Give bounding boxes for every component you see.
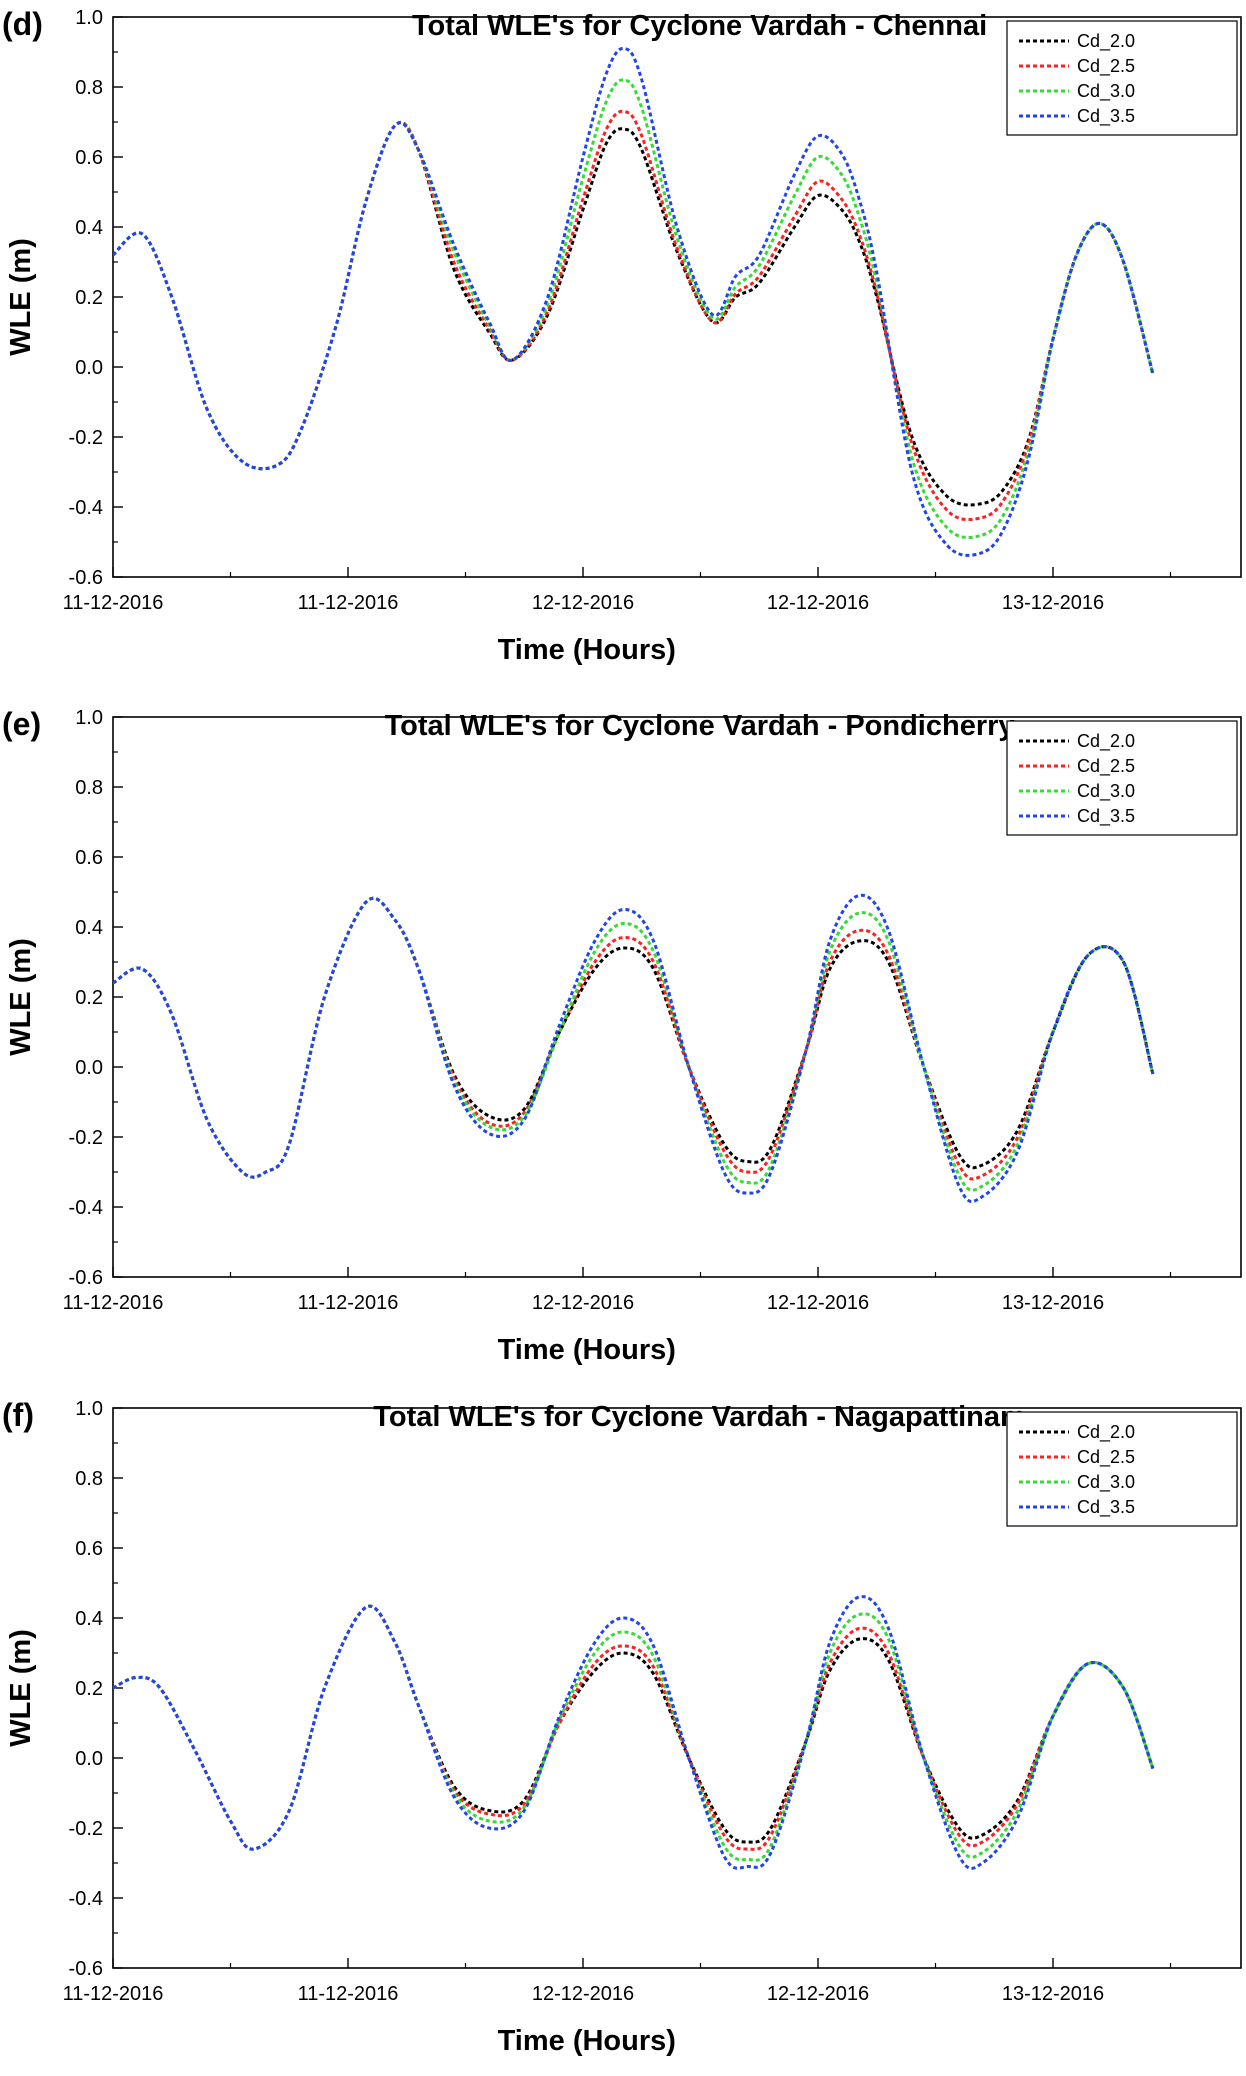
y-tick-label: 0.0 bbox=[75, 1057, 103, 1079]
legend-label: Cd_2.5 bbox=[1077, 756, 1135, 777]
y-tick-label: -0.2 bbox=[69, 1127, 103, 1149]
x-tick-label: 13-12-2016 bbox=[1002, 1292, 1104, 1314]
y-tick-label: -0.6 bbox=[69, 1267, 103, 1289]
series-line-Cd_2.0 bbox=[113, 1604, 1155, 1851]
legend: Cd_2.0 Cd_2.5 Cd_3.0 Cd_3.5 bbox=[1006, 720, 1238, 836]
y-tick-label: 0.8 bbox=[75, 77, 103, 99]
x-tick-label: 11-12-2016 bbox=[298, 592, 399, 614]
chart-title: Total WLE's for Cyclone Vardah - Nagapat… bbox=[373, 1401, 1026, 1433]
y-tick-label: 0.4 bbox=[75, 1608, 103, 1630]
y-tick-label: 0.2 bbox=[75, 1678, 103, 1700]
y-tick-label: 1.0 bbox=[75, 707, 103, 729]
y-tick-label: 1.0 bbox=[75, 7, 103, 29]
y-axis-label: WLE (m) bbox=[5, 938, 37, 1056]
legend-label: Cd_2.5 bbox=[1077, 56, 1135, 77]
legend-label: Cd_3.0 bbox=[1077, 781, 1135, 802]
x-tick-label: 13-12-2016 bbox=[1002, 592, 1104, 614]
y-tick-label: 0.4 bbox=[75, 217, 103, 239]
y-tick-label: 0.8 bbox=[75, 1468, 103, 1490]
legend-label: Cd_3.5 bbox=[1077, 806, 1135, 827]
legend-box bbox=[1006, 20, 1238, 136]
chart-title: Total WLE's for Cyclone Vardah - Pondich… bbox=[385, 710, 1015, 742]
series-line-Cd_3.0 bbox=[113, 1604, 1155, 1862]
legend-label: Cd_2.0 bbox=[1077, 1422, 1135, 1443]
legend: Cd_2.0 Cd_2.5 Cd_3.0 Cd_3.5 bbox=[1006, 1411, 1238, 1527]
y-tick-label: 1.0 bbox=[75, 1398, 103, 1420]
x-tick-label: 12-12-2016 bbox=[767, 1983, 869, 2005]
series-line-Cd_2.5 bbox=[113, 896, 1155, 1181]
legend-box bbox=[1006, 1411, 1238, 1527]
y-tick-label: 0.6 bbox=[75, 1538, 103, 1560]
y-tick-label: -0.4 bbox=[69, 1888, 103, 1910]
series-line-Cd_3.5 bbox=[113, 1595, 1155, 1870]
series-line-Cd_2.5 bbox=[113, 1604, 1155, 1851]
x-tick-label: 13-12-2016 bbox=[1002, 1983, 1104, 2005]
y-tick-label: 0.4 bbox=[75, 917, 103, 939]
y-tick-label: 0.2 bbox=[75, 287, 103, 309]
chart-title: Total WLE's for Cyclone Vardah - Chennai bbox=[412, 10, 987, 42]
x-tick-label: 12-12-2016 bbox=[532, 1292, 634, 1314]
panel-letter: (f) bbox=[2, 1397, 34, 1433]
y-tick-label: 0.2 bbox=[75, 987, 103, 1009]
series-line-Cd_2.5 bbox=[113, 109, 1155, 522]
y-tick-label: -0.4 bbox=[69, 1197, 103, 1219]
y-tick-label: 0.6 bbox=[75, 847, 103, 869]
series-line-Cd_3.0 bbox=[113, 78, 1155, 539]
y-tick-label: 0.0 bbox=[75, 357, 103, 379]
x-axis-label: Time (Hours) bbox=[498, 1334, 676, 1366]
x-tick-label: 11-12-2016 bbox=[63, 592, 164, 614]
legend-label: Cd_2.0 bbox=[1077, 731, 1135, 752]
chart-panel-3: (f) Total WLE's for Cyclone Vardah - Naga… bbox=[2, 1397, 1242, 2057]
x-axis-label: Time (Hours) bbox=[498, 634, 676, 666]
x-tick-label: 11-12-2016 bbox=[298, 1983, 399, 2005]
x-tick-label: 11-12-2016 bbox=[63, 1983, 164, 2005]
panel-letter: (e) bbox=[2, 706, 41, 742]
legend-box bbox=[1006, 720, 1238, 836]
legend-label: Cd_2.5 bbox=[1077, 1447, 1135, 1468]
x-tick-label: 12-12-2016 bbox=[767, 592, 869, 614]
y-tick-label: -0.6 bbox=[69, 567, 103, 589]
x-tick-label: 11-12-2016 bbox=[63, 1292, 164, 1314]
x-axis-label: Time (Hours) bbox=[498, 2025, 676, 2057]
legend: Cd_2.0 Cd_2.5 Cd_3.0 Cd_3.5 bbox=[1006, 20, 1238, 136]
y-tick-label: -0.6 bbox=[69, 1958, 103, 1980]
x-tick-label: 12-12-2016 bbox=[532, 1983, 634, 2005]
panel-letter: (d) bbox=[2, 6, 43, 42]
y-axis-label: WLE (m) bbox=[5, 238, 37, 356]
x-tick-label: 11-12-2016 bbox=[298, 1292, 399, 1314]
series-line-Cd_3.5 bbox=[113, 46, 1155, 557]
y-axis-label: WLE (m) bbox=[5, 1629, 37, 1747]
y-tick-label: 0.0 bbox=[75, 1748, 103, 1770]
legend-label: Cd_3.0 bbox=[1077, 81, 1135, 102]
x-tick-label: 12-12-2016 bbox=[767, 1292, 869, 1314]
y-tick-label: 0.8 bbox=[75, 777, 103, 799]
x-tick-label: 12-12-2016 bbox=[532, 592, 634, 614]
chart-panel-1: (d) Total WLE's for Cyclone Vardah - Chen… bbox=[2, 6, 1242, 666]
y-tick-label: -0.2 bbox=[69, 1818, 103, 1840]
legend-label: Cd_3.5 bbox=[1077, 1497, 1135, 1518]
chart-panel-2: (e) Total WLE's for Cyclone Vardah - Pond… bbox=[2, 706, 1242, 1366]
y-tick-label: -0.4 bbox=[69, 497, 103, 519]
legend-label: Cd_3.0 bbox=[1077, 1472, 1135, 1493]
legend-label: Cd_2.0 bbox=[1077, 31, 1135, 52]
series-line-Cd_2.0 bbox=[113, 120, 1155, 507]
legend-label: Cd_3.5 bbox=[1077, 106, 1135, 127]
y-tick-label: -0.2 bbox=[69, 427, 103, 449]
y-tick-label: 0.6 bbox=[75, 147, 103, 169]
series-line-Cd_3.5 bbox=[113, 893, 1155, 1204]
series-line-Cd_3.0 bbox=[113, 896, 1155, 1192]
